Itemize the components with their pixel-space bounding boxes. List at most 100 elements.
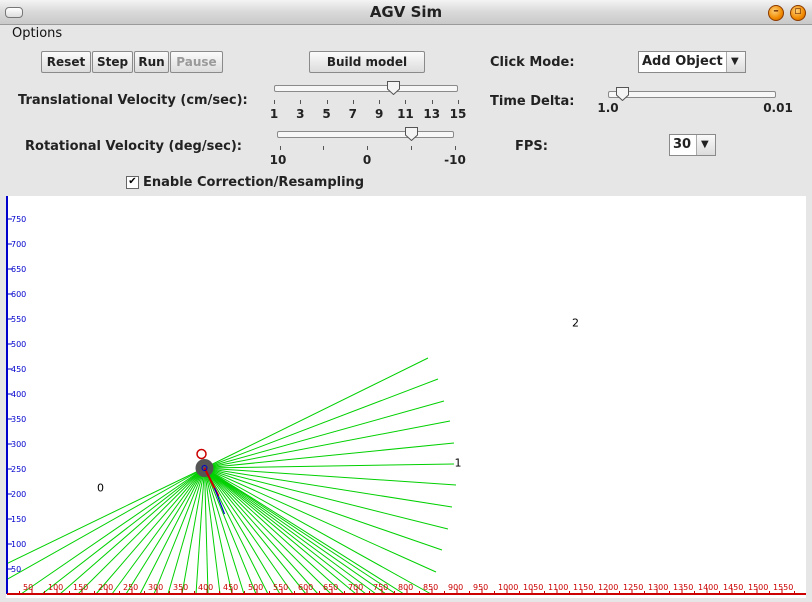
- y-tick-label: 400: [11, 390, 26, 399]
- y-tick-label: 600: [11, 290, 26, 299]
- x-tick-label: 550: [273, 583, 288, 592]
- sensor-ray: [125, 467, 205, 595]
- reset-button[interactable]: Reset: [41, 51, 91, 73]
- maximize-icon[interactable]: ▫: [790, 4, 806, 21]
- simulation-plot[interactable]: 7507006506005505004504003503002502001501…: [6, 196, 806, 598]
- translational-tick-mark: [379, 100, 381, 104]
- x-tick-label: 150: [73, 583, 88, 592]
- rotational-velocity-label: Rotational Velocity (deg/sec):: [25, 139, 242, 154]
- title-bar: AGV Sim – ▫: [0, 0, 812, 25]
- translational-velocity-thumb[interactable]: [387, 81, 400, 95]
- x-tick-label: 1100: [548, 583, 568, 592]
- run-button[interactable]: Run: [134, 51, 169, 73]
- click-mode-value: Add Object: [642, 54, 723, 69]
- sensor-ray: [6, 467, 205, 565]
- x-tick-label: 350: [173, 583, 188, 592]
- x-tick-label: 600: [298, 583, 313, 592]
- x-tick-label: 250: [123, 583, 138, 592]
- translational-tick-mark: [405, 100, 407, 104]
- x-tick-label: 100: [48, 583, 63, 592]
- fps-label: FPS:: [515, 139, 548, 154]
- window-menu-icon[interactable]: [5, 7, 23, 18]
- menu-options[interactable]: Options: [12, 26, 63, 41]
- translational-velocity-label: Translational Velocity (cm/sec):: [18, 93, 248, 108]
- time-delta-slider[interactable]: [608, 91, 776, 98]
- sensor-ray: [6, 467, 205, 581]
- translational-velocity-slider[interactable]: [274, 85, 458, 92]
- translational-tick-mark: [352, 100, 354, 104]
- sensor-ray: [204, 467, 281, 595]
- y-tick-label: 750: [11, 215, 26, 224]
- sensor-ray: [204, 467, 397, 595]
- x-tick-label: 950: [473, 583, 488, 592]
- translational-tick-label: 3: [296, 107, 305, 121]
- y-tick-label: 100: [11, 540, 26, 549]
- sensor-ray: [204, 467, 294, 595]
- rotational-velocity-thumb[interactable]: [405, 127, 418, 141]
- sensor-ray: [153, 467, 205, 595]
- chevron-down-icon[interactable]: ▼: [696, 135, 715, 155]
- time-delta-thumb[interactable]: [616, 87, 629, 101]
- translational-tick-label: 15: [449, 107, 467, 121]
- sensor-ray: [167, 467, 205, 595]
- time-delta-min: 1.0: [597, 101, 619, 115]
- x-tick-label: 50: [23, 583, 33, 592]
- x-tick-label: 1150: [573, 583, 593, 592]
- x-tick-label: 1400: [698, 583, 718, 592]
- x-tick-label: 300: [148, 583, 163, 592]
- correction-checkbox[interactable]: ✔: [126, 176, 139, 189]
- step-button[interactable]: Step: [92, 51, 133, 73]
- translational-tick-label: 7: [348, 107, 358, 121]
- sensor-ray: [204, 463, 455, 469]
- sensor-ray: [41, 467, 205, 595]
- sensor-ray: [59, 467, 205, 595]
- x-tick-label: 400: [198, 583, 213, 592]
- fps-value: 30: [673, 137, 692, 152]
- pause-button[interactable]: Pause: [170, 51, 223, 73]
- sensor-ray: [204, 378, 439, 469]
- sensor-ray: [77, 467, 205, 595]
- sensor-ray: [204, 467, 432, 595]
- x-tick-label: 650: [323, 583, 338, 592]
- translational-tick-label: 9: [374, 107, 384, 121]
- sensor-ray: [204, 467, 367, 595]
- translational-tick-label: 11: [397, 107, 414, 121]
- sensor-ray: [181, 467, 205, 595]
- translational-tick-mark: [300, 100, 302, 104]
- y-tick-label: 450: [11, 365, 26, 374]
- control-panel: Reset Step Run Pause Build model Transla…: [6, 45, 806, 195]
- x-tick-label: 750: [373, 583, 388, 592]
- y-tick-label: 700: [11, 240, 26, 249]
- minimize-icon[interactable]: –: [768, 4, 784, 21]
- sensor-ray: [204, 420, 451, 469]
- sensor-ray: [204, 467, 319, 595]
- x-tick-label: 700: [348, 583, 363, 592]
- translational-tick-mark: [458, 100, 459, 104]
- rotational-velocity-slider[interactable]: [277, 131, 454, 138]
- y-tick-label: 200: [11, 490, 26, 499]
- x-tick-label: 1350: [673, 583, 693, 592]
- y-tick-label: 50: [11, 565, 21, 574]
- object-label: 2: [572, 317, 579, 330]
- sensor-ray: [204, 467, 307, 595]
- y-tick-label: 250: [11, 465, 26, 474]
- click-mode-select[interactable]: Add Object ▼: [638, 51, 746, 73]
- fps-select[interactable]: 30 ▼: [669, 134, 716, 156]
- object-label: 0: [97, 482, 104, 495]
- time-delta-max: 0.01: [763, 101, 793, 115]
- build-model-button[interactable]: Build model: [309, 51, 425, 73]
- sensor-ray: [204, 467, 377, 595]
- simulation-canvas[interactable]: 750 700 650 600 550 500 450 400 350 300 250 200 150 1…: [6, 196, 806, 598]
- robot-target-marker: [196, 448, 207, 460]
- sensor-ray: [204, 467, 345, 595]
- sensor-ray: [204, 467, 257, 595]
- x-tick-label: 1500: [748, 583, 768, 592]
- sensor-ray: [95, 467, 205, 595]
- sensor-ray: [204, 467, 449, 530]
- object-label: 1: [455, 457, 462, 470]
- x-tick-label: 850: [423, 583, 438, 592]
- y-tick-label: 550: [11, 315, 26, 324]
- chevron-down-icon[interactable]: ▼: [726, 52, 745, 72]
- sensor-ray: [204, 467, 387, 595]
- sensor-ray: [204, 442, 455, 469]
